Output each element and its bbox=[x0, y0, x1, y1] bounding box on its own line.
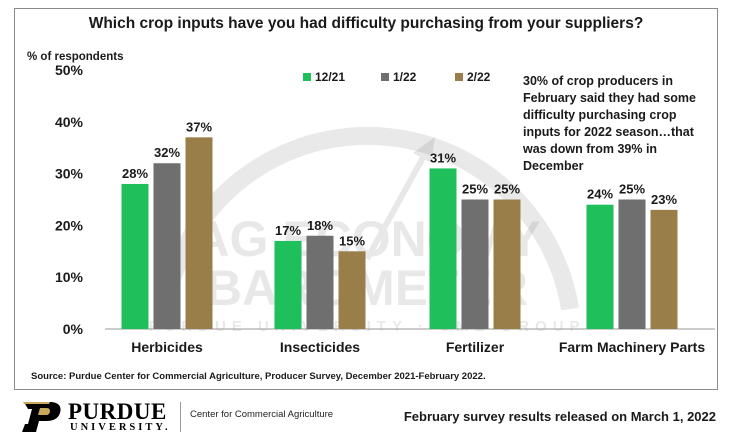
bar-value-label: 32% bbox=[154, 145, 180, 160]
y-tick-label: 20% bbox=[55, 217, 84, 233]
footer-divider bbox=[180, 402, 181, 432]
y-tick-label: 10% bbox=[55, 269, 84, 285]
legend-label: 2/22 bbox=[467, 70, 491, 84]
y-axis-label: % of respondents bbox=[27, 51, 123, 63]
bar bbox=[586, 204, 614, 329]
bar-value-label: 15% bbox=[339, 233, 365, 248]
bar bbox=[429, 168, 457, 329]
bar-value-label: 24% bbox=[587, 187, 613, 202]
y-tick-label: 50% bbox=[55, 62, 84, 78]
bar bbox=[461, 199, 489, 329]
logo-subtitle: UNIVERSITY. bbox=[70, 422, 171, 433]
bar bbox=[618, 199, 646, 329]
y-tick-label: 30% bbox=[55, 166, 84, 182]
watermark-needle-head bbox=[413, 137, 435, 163]
release-note: February survey results released on Marc… bbox=[403, 409, 716, 424]
bar bbox=[493, 199, 521, 329]
bar bbox=[153, 163, 181, 329]
legend-swatch bbox=[381, 73, 389, 81]
bar-value-label: 31% bbox=[430, 150, 456, 165]
legend-label: 12/21 bbox=[315, 70, 345, 84]
y-tick-label: 0% bbox=[63, 321, 84, 337]
legend-swatch bbox=[455, 73, 463, 81]
x-tick-label: Fertilizer bbox=[446, 339, 505, 355]
annotation-text: 30% of crop producers in February said t… bbox=[523, 74, 696, 173]
bar-value-label: 17% bbox=[275, 223, 301, 238]
bar-chart: % of respondents 0% 10% 20% 30% 40% 50% 28% 32… bbox=[27, 51, 715, 355]
center-name: Center for Commercial Agriculture bbox=[190, 409, 334, 420]
bar-value-label: 23% bbox=[651, 192, 677, 207]
bar-value-label: 25% bbox=[462, 182, 488, 197]
watermark-needle bbox=[364, 152, 428, 261]
purdue-p-icon bbox=[22, 402, 61, 432]
bar bbox=[274, 240, 302, 329]
x-tick-label: Herbicides bbox=[131, 339, 203, 355]
bar bbox=[121, 183, 149, 329]
chart-frame: AG ECONOMY BAROMETER PURDUE UNIVERSITY ·… bbox=[14, 8, 718, 390]
purdue-logo: PURDUE UNIVERSITY. bbox=[20, 400, 180, 436]
source-note: Source: Purdue Center for Commercial Agr… bbox=[31, 371, 486, 382]
legend-label: 1/22 bbox=[393, 70, 417, 84]
bar bbox=[338, 251, 366, 329]
bar-value-label: 28% bbox=[122, 166, 148, 181]
bar-value-label: 25% bbox=[619, 182, 645, 197]
legend-swatch bbox=[303, 73, 311, 81]
x-tick-label: Farm Machinery Parts bbox=[559, 339, 705, 355]
bar bbox=[306, 235, 334, 329]
bar-value-label: 37% bbox=[186, 119, 212, 134]
bar-value-label: 18% bbox=[307, 218, 333, 233]
bar-value-label: 25% bbox=[494, 182, 520, 197]
x-tick-label: Insecticides bbox=[280, 339, 360, 355]
logo-wordmark: PURDUE bbox=[68, 399, 167, 424]
bar bbox=[185, 137, 213, 329]
chart-title: Which crop inputs have you had difficult… bbox=[88, 15, 644, 32]
footer: PURDUE UNIVERSITY. Center for Commercial… bbox=[0, 392, 730, 442]
bar bbox=[650, 209, 678, 329]
y-tick-label: 40% bbox=[55, 114, 84, 130]
